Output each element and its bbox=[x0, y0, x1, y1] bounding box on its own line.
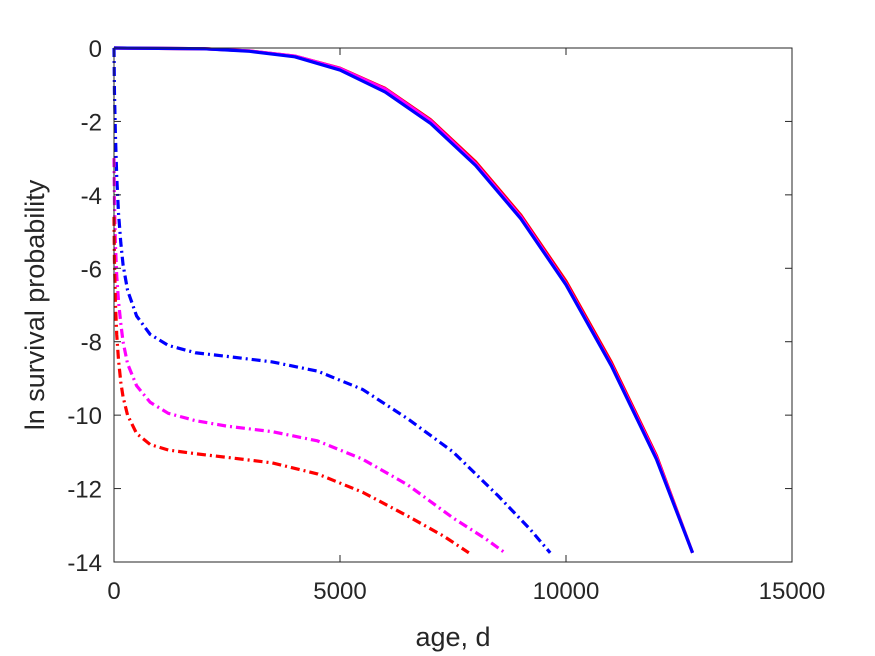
plot-background bbox=[114, 48, 792, 562]
series-layer bbox=[112, 46, 695, 555]
y-tick-label: -2 bbox=[81, 109, 102, 136]
series-line-5 bbox=[112, 158, 506, 555]
y-tick-label: 0 bbox=[89, 36, 102, 63]
series-line-4 bbox=[112, 47, 552, 554]
y-tick-label: -8 bbox=[81, 330, 102, 357]
x-tick-label: 0 bbox=[107, 578, 120, 605]
y-tick-label: -4 bbox=[81, 183, 102, 210]
y-tick-label: -12 bbox=[67, 477, 102, 504]
series-line-6 bbox=[112, 216, 470, 555]
y-tick-label: -10 bbox=[67, 403, 102, 430]
x-axis-label: age, d bbox=[415, 622, 490, 652]
y-axis-label: ln survival probability bbox=[20, 179, 50, 430]
x-tick-label: 15000 bbox=[759, 578, 826, 605]
plot-frame bbox=[113, 47, 793, 563]
tick-layer: 0 5000 10000 15000 0 -2 -4 -6 -8 -10 -12 -14 bbox=[67, 36, 825, 605]
y-tick-label: -6 bbox=[81, 256, 102, 283]
series-line-3 bbox=[113, 46, 695, 554]
x-tick-label: 5000 bbox=[313, 578, 366, 605]
x-tick-label: 10000 bbox=[533, 578, 600, 605]
y-tick-label: -14 bbox=[67, 550, 102, 577]
